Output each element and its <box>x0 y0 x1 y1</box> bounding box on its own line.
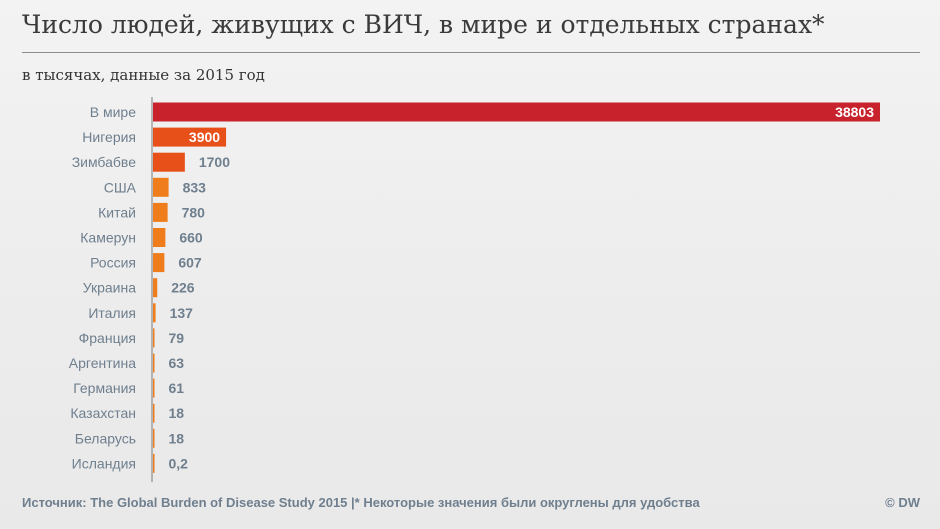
value-label: 1700 <box>199 154 230 170</box>
value-label: 780 <box>182 204 206 220</box>
value-label: 0,2 <box>169 455 189 471</box>
category-label: В мире <box>90 104 136 120</box>
value-label: 63 <box>169 355 185 371</box>
bar <box>153 177 169 197</box>
value-label: 18 <box>169 430 185 446</box>
bar <box>153 453 155 473</box>
category-label: США <box>104 179 137 195</box>
bar <box>153 278 158 298</box>
category-label: Беларусь <box>75 430 136 446</box>
value-label: 79 <box>169 330 185 346</box>
category-label: Франция <box>79 330 136 346</box>
bar <box>153 403 155 423</box>
value-label: 61 <box>169 380 185 396</box>
category-label: Нигерия <box>82 129 136 145</box>
value-label: 226 <box>171 280 195 296</box>
bar <box>153 202 168 222</box>
chart-title: Число людей, живущих с ВИЧ, в мире и отд… <box>22 10 825 39</box>
bar <box>153 328 155 348</box>
copyright-label: © DW <box>885 495 920 510</box>
category-label: Россия <box>90 255 136 271</box>
category-label: Аргентина <box>69 355 136 371</box>
bar <box>153 353 155 373</box>
value-label: 3900 <box>189 129 220 145</box>
category-label: Зимбабве <box>72 154 137 170</box>
category-label: Камерун <box>80 230 136 246</box>
category-label: Китай <box>98 204 136 220</box>
value-label: 38803 <box>835 104 874 120</box>
chart-subtitle: в тысячах, данные за 2015 год <box>22 66 265 84</box>
bar <box>153 102 880 122</box>
value-label: 660 <box>179 230 203 246</box>
value-label: 18 <box>169 405 185 421</box>
bar <box>153 127 227 147</box>
category-label: Исландия <box>72 455 136 471</box>
bar <box>153 378 155 398</box>
bar <box>153 303 156 323</box>
title-divider <box>22 52 920 53</box>
value-label: 137 <box>170 305 194 321</box>
bar <box>153 428 155 448</box>
bar <box>153 253 165 273</box>
bar <box>153 228 166 247</box>
category-label: Казахстан <box>70 405 136 421</box>
value-label: 607 <box>178 255 202 271</box>
value-label: 833 <box>183 179 207 195</box>
bar <box>153 152 185 172</box>
category-label: Украина <box>83 280 137 296</box>
category-label: Германия <box>73 380 136 396</box>
category-label: Италия <box>88 305 136 321</box>
source-note: Источник: The Global Burden of Disease S… <box>22 495 700 510</box>
